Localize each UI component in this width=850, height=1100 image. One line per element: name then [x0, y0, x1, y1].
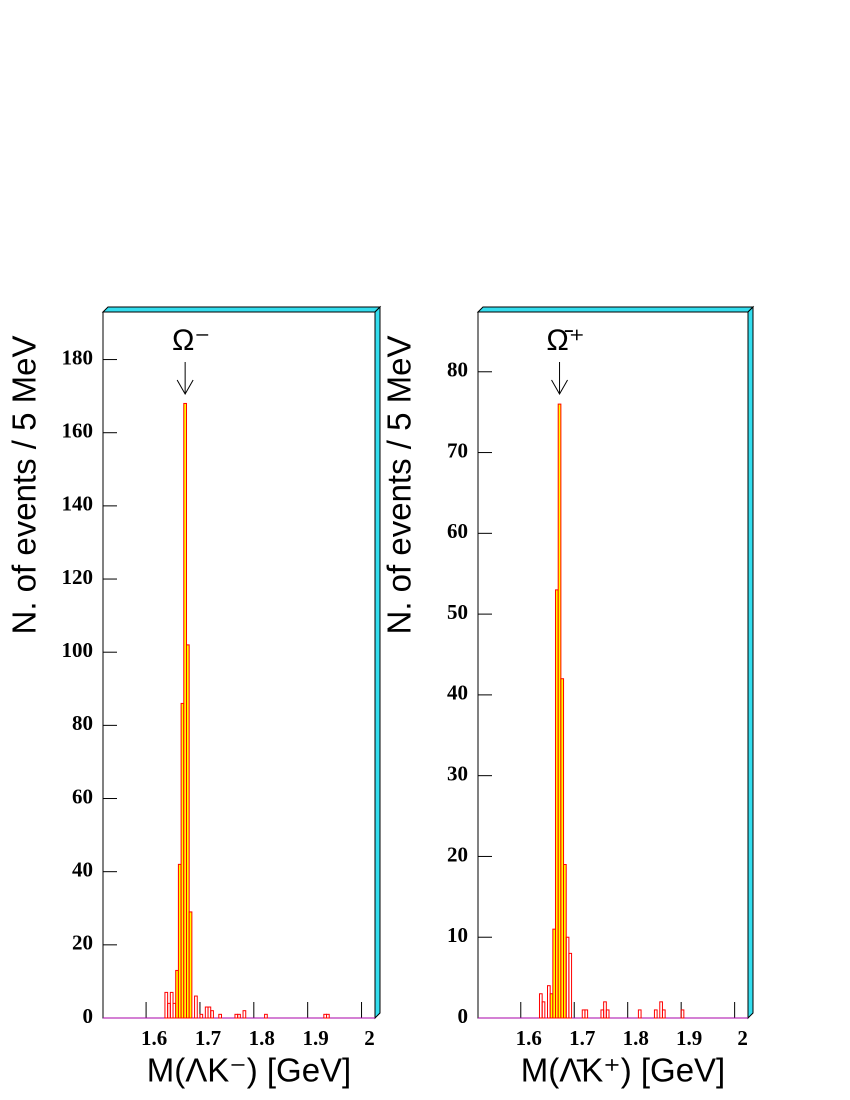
bar	[185, 644, 190, 1019]
bar	[242, 1010, 247, 1019]
plot-frame	[102, 311, 376, 1019]
x-axis-label: M(Λ̄K⁺) [GeV]	[521, 1052, 725, 1089]
y-tick-label: 70	[447, 438, 468, 462]
y-tick-label: 10	[447, 923, 468, 947]
arrow-head	[176, 379, 194, 396]
annotation: Ω̄⁺	[546, 324, 584, 357]
bar	[560, 678, 565, 1019]
frame-top	[476, 306, 755, 313]
y-tick-label: 0	[83, 1004, 94, 1028]
bar	[237, 1013, 241, 1019]
y-tick-label: 30	[447, 761, 468, 785]
plot-frame	[477, 311, 749, 1019]
y-axis-label: N. of events / 5 MeV	[6, 336, 43, 635]
bar	[218, 1013, 222, 1019]
bar	[210, 1010, 214, 1019]
x-tick-label: 2	[364, 1026, 375, 1050]
y-tick-label: 40	[72, 857, 93, 881]
y-axis-label: N. of events / 5 MeV	[381, 336, 418, 635]
bar	[653, 1009, 658, 1019]
x-tick-label: 1.7	[569, 1026, 595, 1050]
bar	[199, 1013, 204, 1019]
bar	[326, 1013, 330, 1019]
bar	[194, 995, 198, 1019]
y-tick-label: 100	[62, 638, 94, 662]
y-tick-label: 80	[447, 358, 468, 382]
bar	[264, 1013, 268, 1019]
frame-side	[747, 305, 754, 1020]
bar	[661, 1009, 666, 1019]
y-tick-label: 0	[458, 1004, 469, 1028]
x-tick-label: 1.8	[623, 1026, 649, 1050]
y-tick-label: 60	[72, 784, 93, 808]
bar	[188, 911, 193, 1019]
x-tick-label: 1.9	[676, 1026, 702, 1050]
y-tick-label: 80	[72, 711, 93, 735]
y-tick-label: 180	[62, 345, 94, 369]
frame-side	[374, 305, 381, 1020]
bar	[605, 1009, 610, 1019]
x-axis-label: M(ΛK⁻) [GeV]	[147, 1052, 351, 1089]
x-tick-label: 2	[737, 1026, 748, 1050]
y-tick-label: 60	[447, 519, 468, 543]
y-tick-label: 20	[72, 931, 93, 955]
x-tick-label: 1.6	[141, 1026, 167, 1050]
y-tick-label: 50	[447, 600, 468, 624]
y-tick-label: 120	[62, 565, 94, 589]
annotation: Ω⁻	[172, 324, 210, 357]
arrow-head	[551, 379, 568, 396]
x-tick-label: 1.8	[249, 1026, 275, 1050]
bar	[584, 1009, 589, 1019]
x-tick-label: 1.9	[303, 1026, 329, 1050]
bar	[637, 1009, 642, 1019]
bar	[680, 1009, 685, 1019]
frame-top	[101, 306, 382, 313]
x-tick-label: 1.7	[195, 1026, 221, 1050]
bar	[568, 952, 573, 1019]
y-tick-label: 160	[62, 419, 94, 443]
y-tick-label: 40	[447, 681, 468, 705]
y-tick-label: 140	[62, 492, 94, 516]
y-tick-label: 20	[447, 842, 468, 866]
bar	[541, 1001, 546, 1019]
x-tick-label: 1.6	[516, 1026, 542, 1050]
